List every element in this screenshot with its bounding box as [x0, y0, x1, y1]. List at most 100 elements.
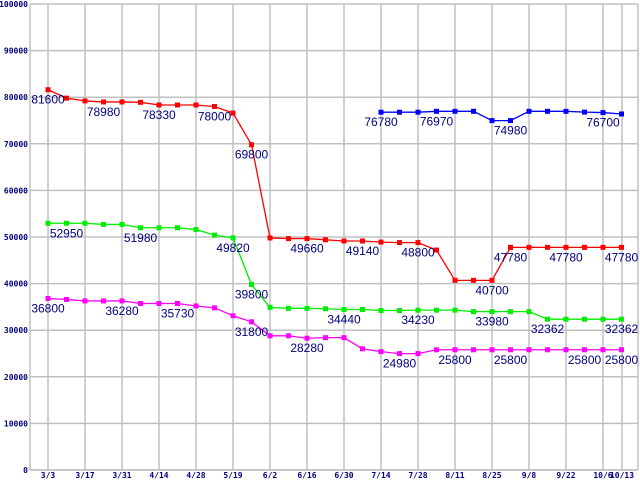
data-point	[64, 220, 69, 226]
data-point	[415, 307, 421, 313]
data-point	[489, 277, 495, 283]
data-point	[138, 300, 143, 306]
data-label: 49820	[216, 241, 250, 255]
data-point	[249, 142, 254, 148]
data-point	[82, 298, 88, 304]
data-label: 78000	[198, 110, 232, 124]
data-label: 31800	[235, 325, 269, 339]
data-point	[378, 239, 384, 245]
data-label: 25800	[568, 353, 602, 367]
data-point	[101, 221, 106, 227]
data-point	[341, 335, 347, 341]
series-line-magenta	[47, 297, 622, 355]
data-point	[619, 347, 624, 353]
data-point	[489, 347, 495, 353]
data-label: 33980	[475, 315, 509, 329]
data-point	[526, 347, 532, 353]
data-point	[563, 316, 569, 322]
y-tick-label: 30000	[4, 326, 28, 335]
data-label: 39800	[235, 288, 269, 302]
y-tick-label: 50000	[4, 233, 28, 242]
data-point	[193, 227, 199, 233]
data-point	[267, 235, 273, 241]
data-point	[434, 347, 439, 353]
data-point	[378, 349, 384, 355]
data-point	[526, 108, 532, 114]
data-label: 48800	[401, 246, 435, 260]
x-tick-label: 3/31	[112, 471, 131, 480]
data-point	[304, 236, 310, 242]
data-point	[619, 244, 624, 250]
data-point	[434, 108, 439, 114]
x-tick-label: 6/30	[334, 471, 353, 480]
data-point	[471, 277, 476, 283]
data-point	[434, 307, 439, 313]
y-tick-label: 60000	[4, 186, 28, 195]
x-tick-label: 8/25	[482, 471, 501, 480]
data-point	[175, 225, 180, 231]
x-tick-label: 10/6	[593, 471, 612, 480]
data-point	[230, 110, 236, 116]
data-label: 76970	[420, 114, 454, 128]
data-point	[267, 304, 273, 310]
data-label: 32362	[531, 322, 565, 336]
data-point	[82, 98, 88, 104]
data-point	[360, 307, 365, 313]
data-point	[582, 109, 587, 115]
data-point	[138, 225, 143, 231]
data-label: 52950	[50, 226, 84, 240]
x-tick-label: 8/11	[445, 471, 464, 480]
data-label: 49140	[346, 244, 380, 258]
data-point	[249, 282, 254, 288]
data-label: 34230	[401, 313, 435, 327]
data-point	[249, 319, 254, 325]
data-point	[101, 298, 106, 304]
data-point	[563, 347, 569, 353]
data-point	[434, 247, 439, 253]
data-point	[508, 309, 513, 315]
y-tick-label: 20000	[4, 373, 28, 382]
data-point	[378, 307, 384, 313]
data-label: 34440	[327, 313, 361, 327]
x-tick-label: 5/19	[223, 471, 242, 480]
y-tick-label: 100000	[0, 0, 28, 9]
data-point	[508, 118, 513, 124]
y-tick-label: 10000	[4, 419, 28, 428]
data-point	[452, 307, 458, 313]
data-point	[471, 347, 476, 353]
data-label: 36280	[105, 304, 139, 318]
data-point	[286, 236, 291, 242]
data-point	[489, 309, 495, 315]
data-point	[415, 240, 421, 246]
data-point	[304, 305, 310, 311]
data-point	[212, 232, 217, 238]
data-labels: 81600 78980 78330 78000 69800 49660 49140 48800…	[31, 93, 638, 371]
data-point	[526, 244, 532, 250]
data-point	[508, 347, 513, 353]
data-point	[545, 347, 550, 353]
data-point	[156, 225, 162, 231]
data-point	[600, 347, 606, 353]
data-label: 47780	[494, 250, 528, 264]
data-point	[360, 238, 365, 244]
data-label: 28280	[290, 341, 324, 355]
data-label: 78980	[87, 105, 121, 119]
x-tick-label: 6/16	[297, 471, 316, 480]
data-point	[545, 244, 550, 250]
y-axis: 0 10000 20000 30000 40000 50000 60000 70000 8000…	[0, 0, 28, 475]
data-point	[304, 335, 310, 341]
data-point	[360, 346, 365, 352]
data-point	[156, 300, 162, 306]
x-tick-label: 4/14	[149, 471, 168, 480]
data-point	[397, 307, 402, 313]
data-point	[619, 111, 624, 117]
data-point	[64, 95, 69, 101]
data-point	[415, 109, 421, 115]
data-label: 78330	[142, 108, 176, 122]
data-label: 24980	[383, 357, 417, 371]
x-tick-label: 10/13	[610, 471, 634, 480]
data-point	[545, 316, 550, 322]
grid	[29, 3, 639, 471]
data-point	[323, 306, 328, 312]
data-label: 47780	[605, 250, 639, 264]
